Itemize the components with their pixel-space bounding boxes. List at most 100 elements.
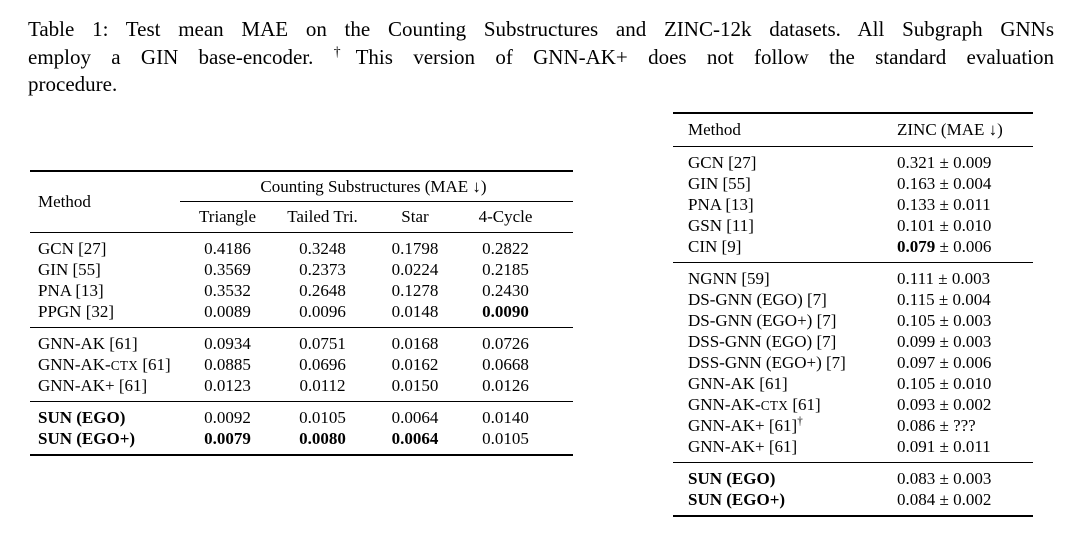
method-cell: DS-GNN (EGO) [7]	[673, 289, 897, 310]
value-cell: 0.0105	[460, 428, 573, 455]
method-cell: GCN [27]	[30, 233, 180, 260]
text-segment: 0.0064	[391, 428, 439, 448]
method-cell: GNN-AK+ [61]	[30, 375, 180, 402]
text-segment: GNN-AK+ [61]	[688, 415, 798, 435]
value-cell: 0.0126	[460, 375, 573, 402]
value-cell: 0.0148	[370, 301, 460, 328]
text-segment: 0.0162	[391, 354, 439, 374]
text-segment: 0.101 ± 0.010	[897, 215, 992, 235]
caption-line: Table 1: Test mean MAE on the Counting S…	[28, 16, 1054, 44]
text-segment: procedure.	[28, 72, 118, 96]
text-segment: employ a GIN base-encoder.	[28, 44, 334, 69]
text-segment: 0.083 ± 0.003	[897, 468, 992, 488]
text-segment: 0.0126	[482, 375, 529, 395]
table-row: DS-GNN (EGO+) [7] 0.105 ± 0.003	[673, 310, 1033, 331]
value-cell: 0.0079	[180, 428, 275, 455]
dagger-mark: †	[333, 43, 356, 59]
method-cell: DSS-GNN (EGO) [7]	[673, 331, 897, 352]
zinc-table: Method ZINC (MAE ↓) GCN [27] 0.321 ± 0.00…	[673, 112, 1033, 517]
text-segment: 0.0696	[299, 354, 346, 374]
method-cell: GIN [55]	[30, 259, 180, 280]
value-cell: 0.0140	[460, 402, 573, 429]
text-segment: 0.0148	[391, 301, 439, 321]
value-cell: 0.084 ± 0.002	[897, 489, 1033, 516]
table-row: SUN (EGO+) 0.0079 0.0080 0.0064 0.0105	[30, 428, 573, 455]
text-segment: PNA [13]	[688, 194, 754, 214]
table-row: SUN (EGO) 0.083 ± 0.003	[673, 463, 1033, 490]
table-row: GIN [55] 0.163 ± 0.004	[673, 173, 1033, 194]
table-row: GCN [27] 0.4186 0.3248 0.1798 0.2822	[30, 233, 573, 260]
table-row: GNN-AK [61] 0.105 ± 0.010	[673, 373, 1033, 394]
value-cell: 0.0168	[370, 328, 460, 355]
table-row: GNN-AK [61] 0.0934 0.0751 0.0168 0.0726	[30, 328, 573, 355]
table-group: SUN (EGO) 0.083 ± 0.003 SUN (EGO+) 0.084 ± …	[673, 462, 1033, 517]
text-segment: 0.097 ± 0.006	[897, 352, 992, 372]
text-segment: 0.0079	[204, 428, 251, 448]
value-cell: 0.115 ± 0.004	[897, 289, 1033, 310]
text-segment: 0.0089	[204, 301, 251, 321]
table-row: GNN-AK-CTX [61] 0.0885 0.0696 0.0162 0.0668	[30, 354, 573, 375]
method-cell: CIN [9]	[673, 236, 897, 263]
counting-substructures-table-container: Method Counting Substructures (MAE ↓) Tr…	[30, 170, 573, 456]
value-cell: 0.0224	[370, 259, 460, 280]
text-segment: 0.2648	[299, 280, 346, 300]
text-segment: 0.133 ± 0.011	[897, 194, 991, 214]
value-cell: 0.0668	[460, 354, 573, 375]
text-segment: 0.091 ± 0.011	[897, 436, 991, 456]
text-segment: DS-GNN (EGO+) [7]	[688, 310, 837, 330]
text-segment: GIN [55]	[688, 173, 751, 193]
text-segment: Table 1: Test mean MAE on the Counting S…	[28, 17, 1054, 41]
text-segment: 0.0092	[204, 407, 251, 427]
table-row: DSS-GNN (EGO+) [7] 0.097 ± 0.006	[673, 352, 1033, 373]
value-cell: 0.093 ± 0.002	[897, 394, 1033, 415]
text-segment: 0.0105	[482, 428, 529, 448]
table-row: GNN-AK+ [61] 0.0123 0.0112 0.0150 0.0126	[30, 375, 573, 402]
table-group: SUN (EGO) 0.0092 0.0105 0.0064 0.0140 SUN (EG…	[30, 401, 573, 456]
text-segment: 0.3532	[204, 280, 251, 300]
text-segment: 0.0090	[482, 301, 529, 321]
column-header-tailed-tri: Tailed Tri.	[287, 207, 358, 226]
value-cell: 0.163 ± 0.004	[897, 173, 1033, 194]
table-row: DSS-GNN (EGO) [7] 0.099 ± 0.003	[673, 331, 1033, 352]
counting-substructures-table: Method Counting Substructures (MAE ↓) Tr…	[30, 170, 573, 456]
text-segment: 0.3248	[299, 238, 346, 258]
column-header-triangle: Triangle	[199, 207, 256, 226]
text-segment: [61]	[788, 394, 821, 414]
text-segment: 0.0934	[204, 333, 251, 353]
text-segment: 0.3569	[204, 259, 251, 279]
method-cell: GNN-AK [61]	[673, 373, 897, 394]
text-segment: SUN (EGO+)	[688, 489, 786, 509]
value-cell: 0.086 ± ???	[897, 415, 1033, 436]
text-segment: GIN [55]	[38, 259, 101, 279]
column-header-star: Star	[401, 207, 429, 226]
text-segment: GCN [27]	[38, 238, 107, 258]
value-cell: 0.0751	[275, 328, 370, 355]
text-segment: NGNN [59]	[688, 268, 770, 288]
text-segment: DSS-GNN (EGO) [7]	[688, 331, 837, 351]
table-group: GCN [27] 0.4186 0.3248 0.1798 0.2822 GIN [55]…	[30, 233, 573, 328]
text-segment: GNN-AK [61]	[38, 333, 138, 353]
span-column-header: Counting Substructures (MAE ↓)	[180, 171, 573, 202]
method-column-header: Method	[38, 192, 91, 211]
value-cell: 0.3569	[180, 259, 275, 280]
text-segment: 0.0112	[299, 375, 346, 395]
text-segment: 0.2430	[482, 280, 529, 300]
table-group: GCN [27] 0.321 ± 0.009 GIN [55] 0.163 ± 0.0…	[673, 147, 1033, 263]
zinc-column-header: ZINC (MAE ↓)	[897, 120, 1003, 139]
method-cell: PPGN [32]	[30, 301, 180, 328]
value-cell: 0.0064	[370, 402, 460, 429]
text-segment: ± 0.006	[935, 236, 992, 256]
text-segment: 0.099 ± 0.003	[897, 331, 992, 351]
value-cell: 0.0105	[275, 402, 370, 429]
method-cell: GSN [11]	[673, 215, 897, 236]
value-cell: 0.111 ± 0.003	[897, 263, 1033, 290]
text-segment: GNN-AK [61]	[688, 373, 788, 393]
column-header-4-cycle: 4-Cycle	[478, 207, 533, 226]
text-segment: 0.0751	[299, 333, 346, 353]
value-cell: 0.0089	[180, 301, 275, 328]
value-cell: 0.0162	[370, 354, 460, 375]
value-cell: 0.105 ± 0.003	[897, 310, 1033, 331]
value-cell: 0.0150	[370, 375, 460, 402]
zinc-table-header: Method ZINC (MAE ↓)	[673, 113, 1033, 147]
method-cell: SUN (EGO+)	[673, 489, 897, 516]
